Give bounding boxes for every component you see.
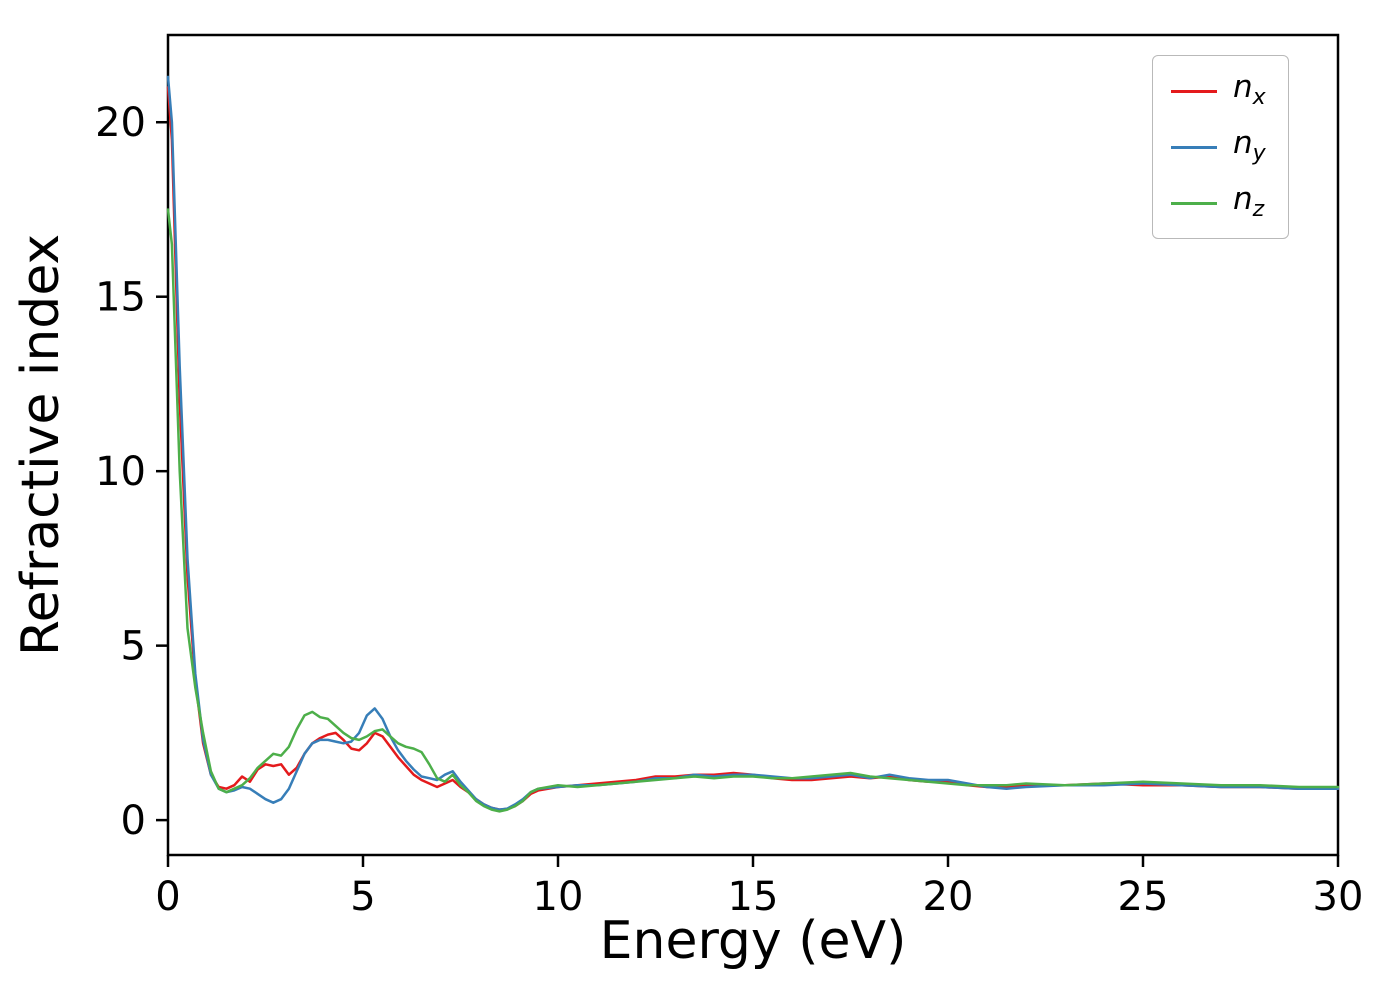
series-line-n_y <box>166 75 1340 811</box>
y-tick-label: 0 <box>121 798 146 844</box>
legend-item-nz: nz <box>1171 184 1266 222</box>
legend-label-sub: x <box>1252 85 1266 111</box>
legend-item-ny: ny <box>1171 128 1266 166</box>
y-tick-label: 10 <box>95 449 146 495</box>
legend: nx ny nz <box>1152 55 1289 239</box>
legend-line-nx <box>1171 89 1217 93</box>
legend-line-nz <box>1171 201 1217 205</box>
legend-label-base: n <box>1233 125 1253 162</box>
x-tick-label: 25 <box>1118 874 1169 920</box>
x-tick-label: 10 <box>533 874 584 920</box>
x-tick-label: 15 <box>728 874 779 920</box>
axis-ticks: 0 5 10 15 20 25 30 0 5 10 15 20 <box>95 100 1363 920</box>
legend-label-sub: y <box>1252 141 1266 167</box>
legend-label-base: n <box>1233 181 1253 218</box>
legend-label-nz: nz <box>1233 184 1264 221</box>
legend-line-ny <box>1171 145 1217 149</box>
legend-label-base: n <box>1233 69 1253 106</box>
y-tick-label: 15 <box>95 275 146 321</box>
x-axis-label: Energy (eV) <box>600 911 907 971</box>
legend-item-nx: nx <box>1171 72 1266 110</box>
x-tick-label: 30 <box>1313 874 1364 920</box>
legend-label-sub: z <box>1252 197 1265 223</box>
legend-label-nx: nx <box>1233 72 1266 109</box>
x-tick-label: 0 <box>155 874 180 920</box>
legend-label-ny: ny <box>1233 128 1266 165</box>
series-line-n_z <box>166 208 1340 813</box>
series-lines <box>166 75 1340 813</box>
y-tick-label: 5 <box>121 624 146 670</box>
y-axis-label: Refractive index <box>11 234 71 656</box>
x-tick-label: 5 <box>350 874 375 920</box>
x-tick-label: 20 <box>923 874 974 920</box>
y-tick-label: 20 <box>95 100 146 146</box>
